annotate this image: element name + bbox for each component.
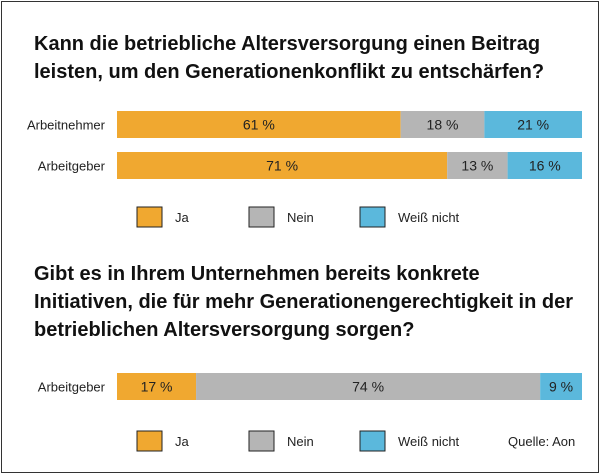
legend-label-ja-2: Ja bbox=[175, 434, 190, 449]
bar-ja-arbeitgeber bbox=[117, 373, 197, 400]
data-label-ja-arbeitnehmer: 61 % bbox=[243, 117, 275, 133]
bar-nein-arbeitnehmer bbox=[400, 111, 485, 138]
data-label-weiss_nicht-arbeitgeber: 16 % bbox=[529, 158, 561, 174]
data-label-weiss_nicht-arbeitgeber: 9 % bbox=[549, 379, 573, 395]
legend-swatch-ja-1 bbox=[136, 206, 163, 228]
legend-swatch-ja-2 bbox=[136, 430, 163, 452]
bar-weiss_nicht-arbeitgeber bbox=[540, 373, 582, 400]
legend-label-weiss_nicht-1: Weiß nicht bbox=[398, 210, 460, 225]
category-label-arbeitnehmer: Arbeitnehmer bbox=[27, 118, 106, 133]
legend-swatch-weiss_nicht-2 bbox=[359, 430, 386, 452]
data-label-ja-arbeitgeber: 17 % bbox=[141, 379, 173, 395]
data-label-ja-arbeitgeber: 71 % bbox=[266, 158, 298, 174]
legend-swatch-nein-1 bbox=[248, 206, 275, 228]
chart-2-title: Gibt es in Ihrem Unternehmen bereits kon… bbox=[34, 263, 574, 341]
data-label-nein-arbeitgeber: 13 % bbox=[461, 158, 493, 174]
bar-ja-arbeitgeber bbox=[117, 152, 448, 179]
legend-label-weiss_nicht-2: Weiß nicht bbox=[398, 434, 460, 449]
chart-1-title: Kann die betriebliche Altersversorgung e… bbox=[34, 33, 545, 83]
data-label-nein-arbeitnehmer: 18 % bbox=[427, 117, 459, 133]
category-label-arbeitgeber: Arbeitgeber bbox=[38, 380, 106, 395]
category-label-arbeitgeber: Arbeitgeber bbox=[38, 159, 106, 174]
bar-nein-arbeitgeber bbox=[447, 152, 508, 179]
legend-label-nein-1: Nein bbox=[287, 210, 314, 225]
bar-ja-arbeitnehmer bbox=[117, 111, 401, 138]
legend-label-nein-2: Nein bbox=[287, 434, 314, 449]
legend-swatch-weiss_nicht-1 bbox=[359, 206, 386, 228]
bar-nein-arbeitgeber bbox=[196, 373, 541, 400]
legend-swatch-nein-2 bbox=[248, 430, 275, 452]
legend-label-ja-1: Ja bbox=[175, 210, 190, 225]
data-label-nein-arbeitgeber: 74 % bbox=[352, 379, 384, 395]
data-label-weiss_nicht-arbeitnehmer: 21 % bbox=[517, 117, 549, 133]
source-note: Quelle: Aon bbox=[508, 434, 576, 449]
bar-weiss_nicht-arbeitnehmer bbox=[484, 111, 582, 138]
bar-weiss_nicht-arbeitgeber bbox=[507, 152, 582, 179]
